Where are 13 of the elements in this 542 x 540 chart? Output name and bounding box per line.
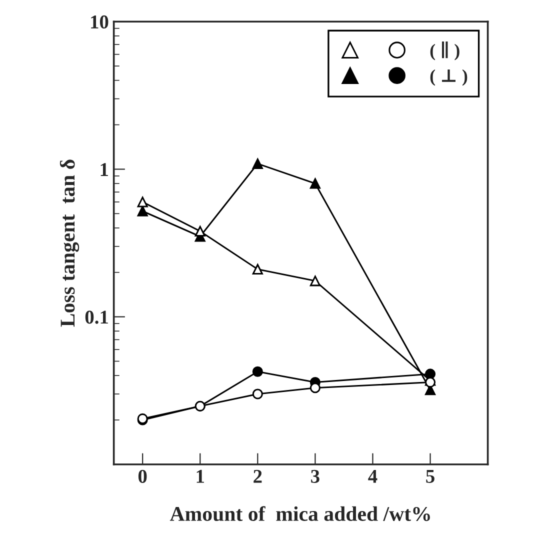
x-axis-title: Amount of mica added /wt% [170,506,430,522]
x-tick-label: 5 [426,470,434,483]
y-axis-title: Loss tangent tan δ [60,160,80,327]
y-tick-label: 10 [91,15,108,29]
x-tick-label: 1 [196,470,204,483]
y-tick-label: 1 [100,163,108,176]
x-tick-label: 3 [311,470,320,483]
x-tick-label: 2 [254,470,262,483]
legend-label: ( ⊥ ) [430,69,468,86]
x-tick-label: 4 [368,470,378,483]
x-tick-label: 0 [138,470,147,483]
legend-label: ( ∥ ) [430,41,460,60]
y-tick-label: 0.1 [85,310,108,324]
